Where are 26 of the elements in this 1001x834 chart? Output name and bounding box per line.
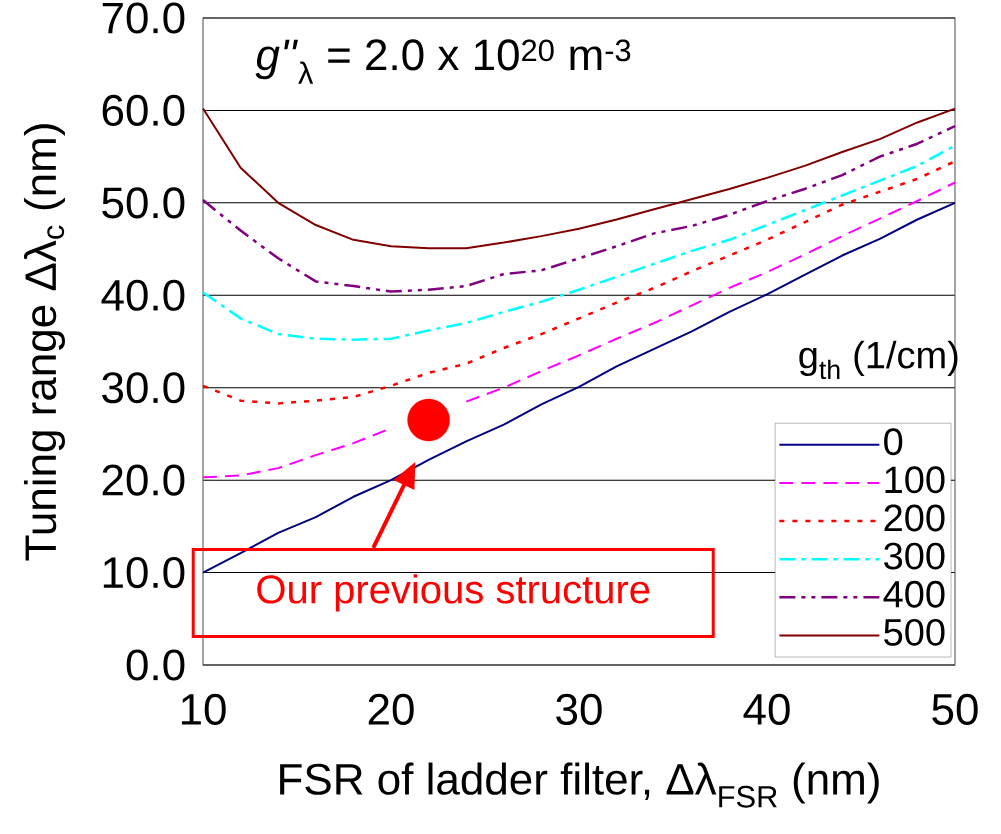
y-axis-title: Tuning range Δλ$_{c}$ (nm) — [23, 124, 65, 561]
y-tick-label: 10.0 — [103, 556, 185, 589]
y-tick-label: 70.0 — [102, 2, 185, 34]
x-axis-title: FSR of ladder filter, Δλ$_{FSR}$ (nm) — [280, 762, 879, 808]
y-tick-label: 50.0 — [102, 187, 185, 219]
x-tick-label: 10 — [181, 693, 226, 725]
legend-label: 400 — [883, 580, 945, 608]
legend-label: 0 — [884, 428, 903, 456]
legend-label: 500 — [884, 618, 945, 646]
y-tick-label: 20.0 — [102, 464, 185, 496]
y-tick-label: 60.0 — [102, 94, 185, 126]
y-tick-label: 40.0 — [101, 279, 185, 311]
x-tick-label: 20 — [368, 693, 414, 725]
line-series — [202, 201, 956, 574]
x-tick-label: 30 — [556, 693, 602, 725]
x-tick-label: 40 — [743, 693, 790, 725]
legend-label: 200 — [884, 504, 945, 532]
line-series — [201, 124, 957, 293]
y-tick-label: 0.0 — [126, 649, 185, 681]
annotation: g''$_{λ}$ = 2.0 x 10$^{20}$ m$^{-3}$ — [255, 39, 631, 84]
legend-label: 100 — [885, 466, 945, 494]
legend-title: g$_{th}$ (1/cm) — [799, 340, 958, 380]
annotation: Our previous structure — [257, 574, 650, 612]
y-tick-label: 30.0 — [102, 372, 185, 404]
x-tick-label: 50 — [932, 693, 978, 725]
legend-label: 300 — [884, 542, 945, 570]
